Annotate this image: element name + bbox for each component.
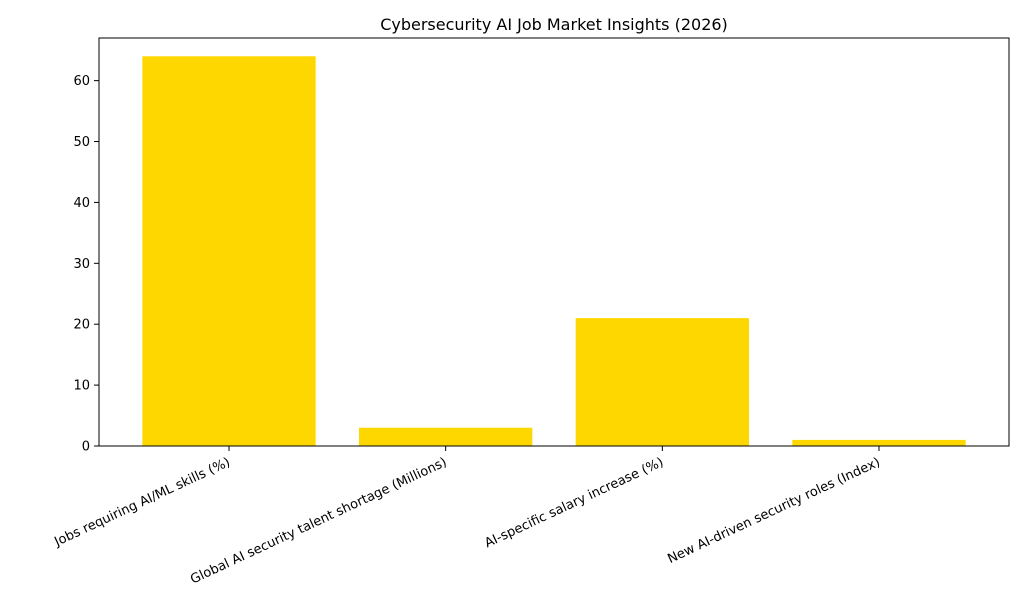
bar-1	[359, 427, 533, 446]
bar-0	[142, 56, 316, 447]
y-tick-label: 20	[73, 318, 90, 333]
y-tick-label: 60	[73, 74, 90, 89]
x-tick-label: Global AI security talent shortage (Mill…	[188, 455, 449, 587]
bar-3	[792, 439, 966, 446]
x-axis: Jobs requiring AI/ML skills (%)Global AI…	[52, 446, 883, 587]
y-tick-label: 30	[73, 257, 90, 272]
bar-2	[575, 318, 749, 446]
y-tick-label: 40	[73, 196, 90, 211]
y-tick-label: 0	[82, 440, 90, 455]
plot-frame	[98, 37, 1010, 447]
x-tick-label: Jobs requiring AI/ML skills (%)	[52, 455, 233, 550]
y-tick-label: 50	[73, 135, 90, 150]
x-tick-label: New AI-driven security roles (Index)	[665, 455, 882, 567]
y-tick-label: 10	[73, 379, 90, 394]
bars-layer	[142, 56, 966, 447]
x-tick-label: AI-specific salary increase (%)	[482, 455, 666, 551]
y-axis: 0 10 20 30 40 50 60	[73, 74, 99, 455]
chart-title: Cybersecurity AI Job Market Insights (20…	[380, 15, 728, 34]
